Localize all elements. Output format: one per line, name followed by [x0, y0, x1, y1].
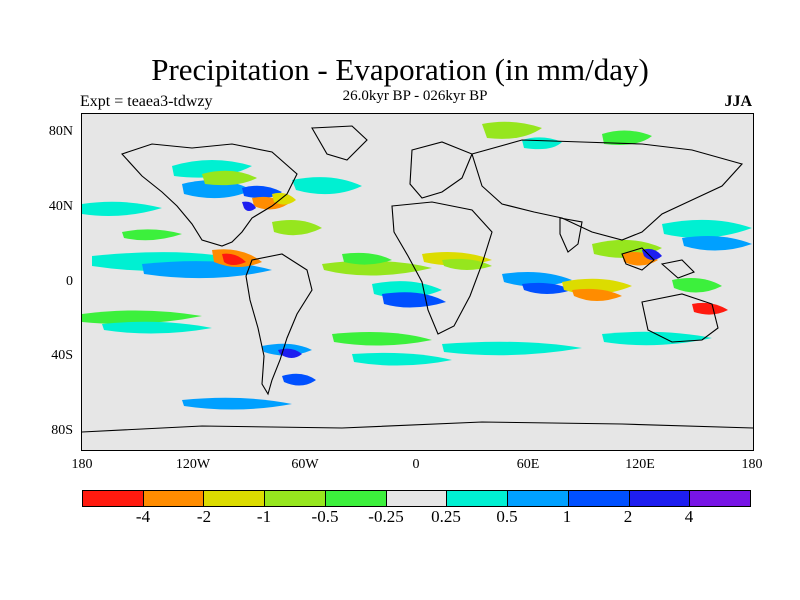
legend-label: -1	[256, 507, 272, 526]
x-tick-label: 60E	[516, 457, 540, 472]
y-tick-label: 80S	[51, 423, 73, 438]
legend-box	[508, 491, 569, 506]
legend-box	[386, 491, 448, 506]
legend-label: -4	[135, 507, 151, 526]
pe-anomaly-patches	[82, 121, 752, 410]
legend-label: 0.25	[431, 507, 461, 526]
y-tick-label: 40S	[51, 348, 73, 363]
legend-box	[325, 491, 387, 506]
x-tick-label: 180	[741, 457, 763, 472]
experiment-label: Expt = teaea3-tdwzy	[80, 93, 213, 110]
legend-colorbar	[82, 490, 751, 507]
legend-label: 1	[562, 507, 572, 526]
legend-box	[568, 491, 630, 506]
legend-box	[83, 491, 144, 506]
pe-field-map	[82, 121, 753, 433]
legend-box	[629, 491, 691, 506]
legend-box	[204, 491, 266, 506]
x-tick-label: 60W	[291, 457, 319, 472]
legend-label: 4	[684, 507, 694, 526]
map-title: Precipitation - Evaporation (in mm/day)	[151, 52, 649, 87]
legend-box	[690, 491, 751, 506]
map-subtitle: 26.0kyr BP - 026kyr BP	[342, 88, 488, 104]
x-tick-label: 120W	[175, 457, 211, 472]
legend-box	[447, 491, 509, 506]
x-tick-label: 0	[412, 457, 420, 472]
world-map-panel	[81, 113, 754, 451]
y-tick-label: 0	[66, 274, 73, 289]
y-tick-label: 80N	[48, 124, 73, 139]
y-tick-label: 40N	[48, 199, 73, 214]
season-label: JJA	[724, 93, 752, 110]
x-tick-label: 180	[71, 457, 93, 472]
legend-label: 0.5	[496, 507, 518, 526]
legend-label: -2	[196, 507, 212, 526]
legend-box	[143, 491, 205, 506]
legend-label: -0.5	[311, 507, 339, 526]
legend-label: 2	[623, 507, 633, 526]
coastline-outlines	[82, 125, 753, 433]
legend-box	[265, 491, 326, 506]
legend-label: -0.25	[368, 507, 404, 526]
x-tick-label: 120E	[625, 457, 655, 472]
